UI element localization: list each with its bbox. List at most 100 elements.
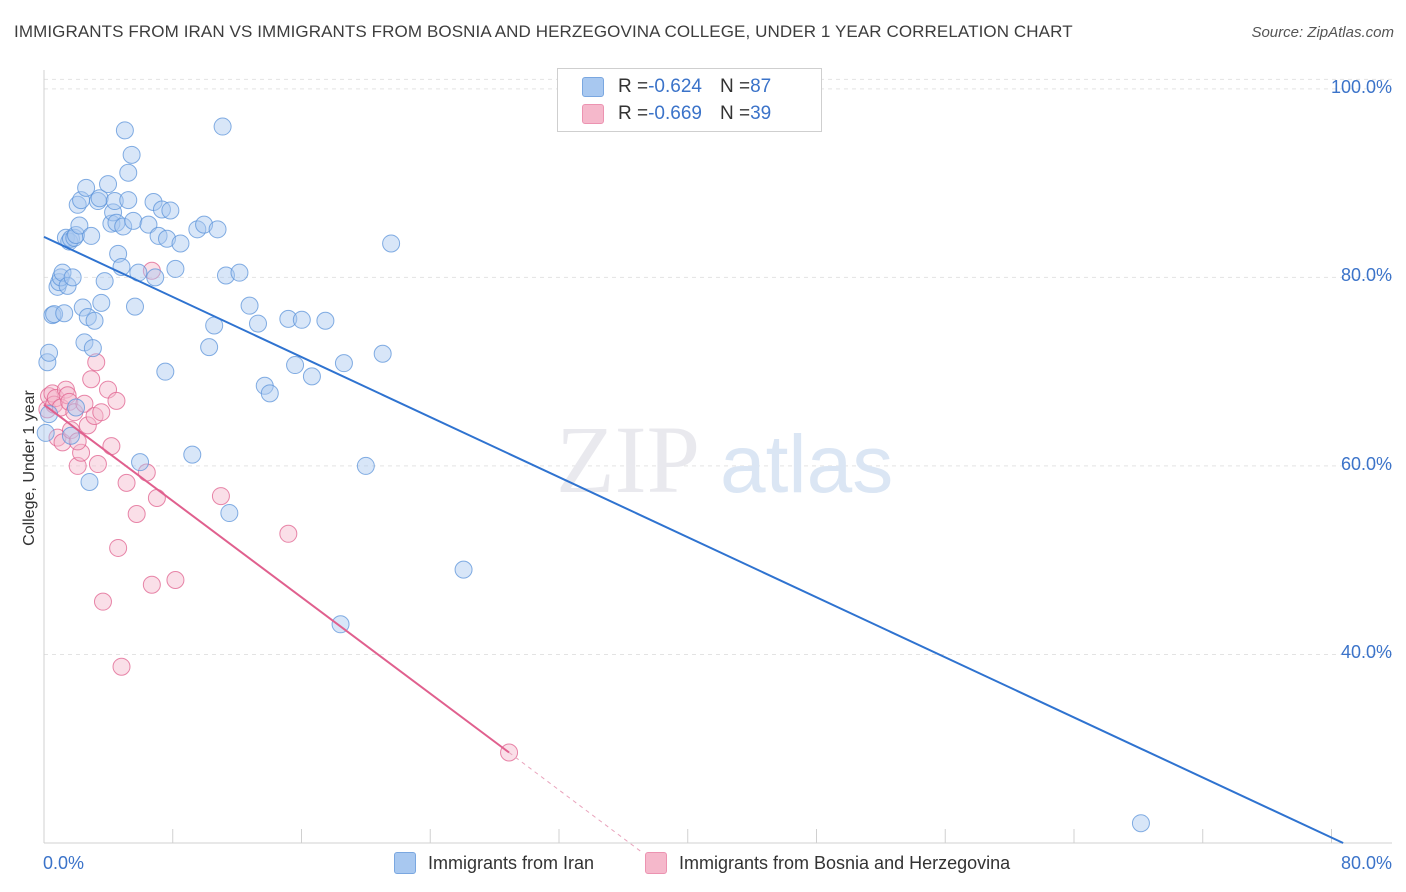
data-point [82, 226, 101, 245]
y-tick-label: 40.0% [1340, 642, 1392, 663]
axes [43, 70, 1392, 844]
legend-r-value-iran: -0.624 [648, 76, 702, 97]
legend-swatch-bosnia [645, 852, 667, 874]
data-point [117, 473, 136, 492]
data-point [1131, 814, 1150, 833]
data-point [95, 272, 114, 291]
legend-row-iran: R = -0.624 N = 87 [582, 75, 771, 99]
series-iran [36, 117, 1150, 833]
legend-swatch-iran [582, 77, 604, 97]
data-point [43, 306, 62, 325]
data-point [292, 310, 311, 329]
data-point [171, 234, 190, 253]
data-point [109, 538, 128, 557]
legend-swatch-bosnia [582, 104, 604, 124]
data-point [158, 229, 177, 248]
data-point [77, 178, 96, 197]
data-point [85, 311, 104, 330]
data-point [93, 592, 112, 611]
data-point [302, 367, 321, 386]
data-point [67, 225, 86, 244]
data-point [156, 362, 175, 381]
data-point [58, 386, 77, 405]
data-point [279, 309, 298, 328]
legend-n-value-iran: 87 [750, 76, 772, 97]
data-point [119, 191, 138, 210]
data-point [356, 456, 375, 475]
data-point [195, 215, 214, 234]
data-point [45, 305, 64, 324]
legend-item-iran[interactable]: Immigrants from Iran [394, 852, 594, 874]
data-point [454, 560, 473, 579]
data-point [82, 370, 101, 389]
data-point [208, 220, 227, 239]
trend-line [43, 403, 510, 754]
data-point [131, 453, 150, 472]
data-point [58, 276, 77, 295]
data-point [211, 487, 230, 506]
data-point [166, 570, 185, 589]
data-point [63, 268, 82, 287]
data-point [161, 201, 180, 220]
data-point [279, 524, 298, 543]
data-point [80, 472, 99, 491]
data-point [119, 163, 138, 182]
trend-line [43, 235, 1344, 844]
data-point [127, 505, 146, 524]
data-point [316, 311, 335, 330]
data-point [40, 387, 59, 406]
data-point [92, 293, 111, 312]
data-point [68, 195, 87, 214]
legend-row-bosnia: R = -0.669 N = 39 [582, 102, 771, 126]
data-point [142, 575, 161, 594]
data-point [124, 211, 143, 230]
grid-lines [44, 78, 1392, 655]
data-point [200, 338, 219, 357]
legend-item-bosnia[interactable]: Immigrants from Bosnia and Herzegovina [645, 852, 1010, 874]
data-point [230, 263, 249, 282]
data-point [114, 217, 133, 236]
data-point [36, 423, 55, 442]
data-point [139, 215, 158, 234]
data-point [75, 394, 94, 413]
data-point [122, 145, 141, 164]
data-point [147, 488, 166, 507]
data-point [92, 403, 111, 422]
legend-r-label: R = [618, 103, 649, 124]
data-point [220, 504, 239, 523]
data-point [166, 259, 185, 278]
data-point [72, 443, 91, 462]
x-tick-label-min: 0.0% [43, 853, 85, 873]
legend-r-value-bosnia: -0.669 [648, 103, 702, 124]
source-label: Source: ZipAtlas.com [1251, 24, 1394, 41]
data-point [102, 214, 121, 233]
data-point [88, 455, 107, 474]
data-point [102, 437, 121, 456]
data-point [105, 192, 124, 211]
data-point [104, 203, 123, 222]
data-point [216, 266, 235, 285]
chart-title: IMMIGRANTS FROM IRAN VS IMMIGRANTS FROM … [14, 22, 1073, 41]
data-point [240, 296, 259, 315]
series-bosnia [38, 261, 519, 762]
legend-swatch-iran [394, 852, 416, 874]
correlation-legend: R = -0.624 N = 87 R = -0.669 N = 39 [557, 68, 822, 132]
data-point [83, 339, 102, 358]
y-tick-label: 100.0% [1330, 76, 1392, 97]
data-point [260, 384, 279, 403]
data-point [213, 117, 232, 136]
series-legend: Immigrants from Iran Immigrants from Bos… [0, 852, 1406, 876]
legend-label-bosnia: Immigrants from Bosnia and Herzegovina [679, 852, 1011, 873]
trend-lines [43, 235, 1344, 853]
data-point [87, 353, 106, 372]
data-point [146, 268, 165, 287]
legend-n-value-bosnia: 39 [750, 103, 772, 124]
legend-r-label: R = [618, 76, 649, 97]
data-point [78, 416, 97, 435]
trend-line-extension [508, 752, 643, 853]
data-point [107, 391, 126, 410]
data-point [38, 353, 57, 372]
data-point [286, 356, 305, 375]
data-point [248, 314, 267, 333]
